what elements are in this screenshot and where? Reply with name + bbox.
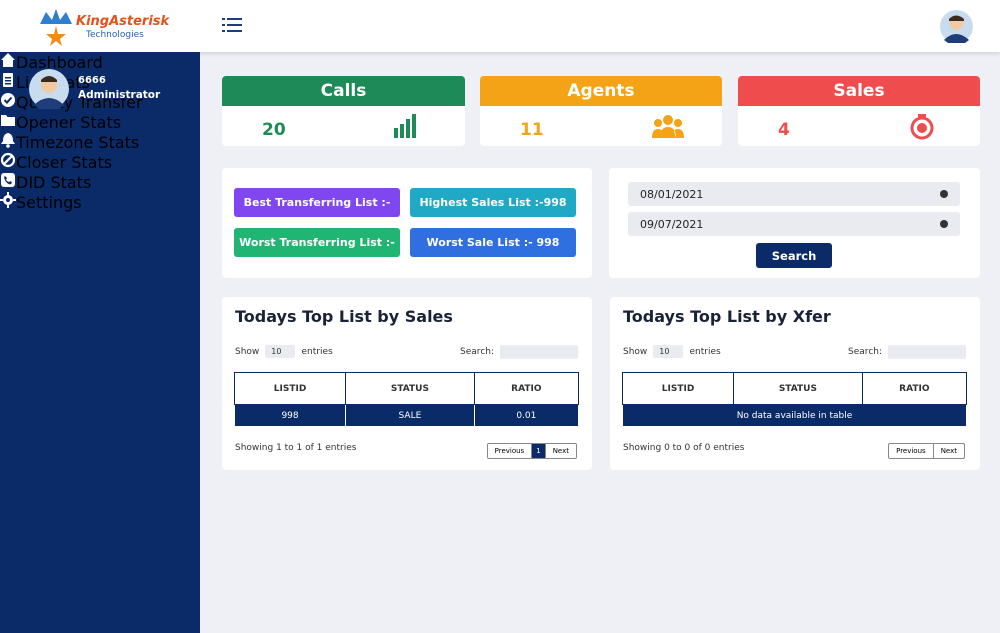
menu-label: DID Stats: [16, 173, 92, 192]
length-control: Show 10 entries: [623, 345, 721, 358]
menu-icon: [1, 115, 15, 126]
show-label: Show: [623, 346, 648, 357]
stat-title: Sales: [738, 76, 980, 106]
menu-icon: [0, 192, 16, 208]
length-control: Show 10 entries: [235, 345, 333, 358]
table-info: Showing 0 to 0 of 0 entries: [623, 443, 745, 453]
table-row: 998 SALE 0.01: [233, 404, 580, 427]
data-table: LISTID STATUS RATIO 998 SALE 0.01: [233, 372, 580, 427]
best-transferring-button[interactable]: Best Transferring List :-: [234, 188, 400, 217]
page-button[interactable]: Next: [940, 447, 957, 455]
stat-card: Calls 20: [222, 76, 465, 146]
menu-icon: [1, 173, 15, 187]
menu-label: Closer Stats: [16, 153, 113, 172]
table-title: Todays Top List by Sales: [235, 307, 453, 326]
pagination: Previous 1 Next: [486, 443, 577, 459]
stat-value: 4: [778, 120, 790, 140]
stat-icon: [910, 114, 934, 140]
pagination: Previous Next: [888, 443, 965, 459]
column-header[interactable]: RATIO: [473, 372, 580, 405]
column-header[interactable]: STATUS: [733, 372, 863, 405]
search-control: Search:: [460, 345, 578, 359]
column-header[interactable]: STATUS: [345, 372, 475, 405]
menu-label: Opener Stats: [16, 113, 122, 132]
table-title: Todays Top List by Xfer: [623, 307, 831, 326]
table-cell: 0.01: [473, 404, 580, 427]
menu-label: Settings: [16, 193, 82, 212]
menu-toggle[interactable]: [222, 17, 242, 33]
menu-label: Timezone Stats: [16, 133, 140, 152]
menu-item[interactable]: Opener Stats: [0, 112, 200, 132]
table-info: Showing 1 to 1 of 1 entries: [235, 443, 357, 453]
column-header[interactable]: LISTID: [233, 372, 347, 405]
menu-item[interactable]: DID Stats: [0, 172, 200, 192]
table-cell: 998: [233, 404, 347, 427]
date-from-text: 08/01/2021: [640, 187, 704, 201]
empty-message: No data available in table: [622, 404, 967, 427]
menu-item[interactable]: Dashboard: [0, 52, 200, 72]
entries-label: entries: [301, 346, 333, 357]
column-header[interactable]: RATIO: [861, 372, 968, 405]
logo-icon: [40, 9, 72, 46]
menu-icon: [1, 133, 15, 148]
menu-icon: [1, 93, 15, 107]
table-panel: Todays Top List by Xfer Show 10 entries Sear…: [610, 297, 980, 470]
table-cell: SALE: [345, 404, 475, 427]
menu-item[interactable]: Settings: [0, 192, 200, 212]
logo-subtitle: Technologies: [86, 30, 144, 40]
column-header[interactable]: LISTID: [621, 372, 735, 405]
sidebar-avatar: [29, 69, 69, 109]
search-input[interactable]: [888, 345, 966, 359]
menu-label: Dashboard: [16, 53, 103, 72]
user-id: 6666: [78, 75, 106, 86]
menu-icon: [1, 53, 15, 67]
search-input[interactable]: [500, 345, 578, 359]
stat-icon: [652, 115, 684, 138]
table-panel: Todays Top List by Sales Show 10 entries Sea…: [222, 297, 592, 470]
table-header-row: LISTID STATUS RATIO: [233, 372, 580, 405]
search-label: Search:: [460, 347, 494, 357]
search-control: Search:: [848, 345, 966, 359]
header: KingAsterisk Technologies: [0, 0, 1000, 52]
highest-sales-button[interactable]: Highest Sales List :-998: [410, 188, 576, 217]
menu-icon: [0, 152, 16, 168]
sidebar: 6666 Administrator Dashboard List Stats Qu…: [0, 52, 200, 633]
stat-title: Agents: [480, 76, 722, 106]
worst-sale-button[interactable]: Worst Sale List :- 998: [410, 228, 576, 257]
list-panel: Best Transferring List :- Highest Sales …: [222, 168, 592, 278]
stat-title: Calls: [222, 76, 465, 106]
user-avatar[interactable]: [940, 10, 973, 43]
stat-value: 11: [520, 120, 544, 140]
stat-card: Sales 4: [738, 76, 980, 146]
date-to-text: 09/07/2021: [640, 217, 704, 231]
menu-icon: [3, 73, 13, 87]
page-button[interactable]: 1: [532, 444, 546, 458]
stat-value: 20: [262, 120, 286, 140]
menu-item[interactable]: Timezone Stats: [0, 132, 200, 152]
page-button[interactable]: Previous: [488, 444, 533, 458]
show-label: Show: [235, 346, 260, 357]
page-button[interactable]: Next: [552, 447, 569, 455]
worst-transferring-button[interactable]: Worst Transferring List :-: [234, 228, 400, 257]
data-table: LISTID STATUS RATIO No data available in ta…: [621, 372, 968, 427]
date-panel: 08/01/2021 09/07/2021 Search: [609, 168, 980, 278]
table-row: No data available in table: [622, 404, 967, 427]
table-header-row: LISTID STATUS RATIO: [621, 372, 968, 405]
page-size-select[interactable]: 10: [653, 345, 684, 358]
date-from[interactable]: 08/01/2021: [628, 182, 960, 206]
stat-card: Agents 11: [480, 76, 722, 146]
user-role: Administrator: [78, 89, 161, 101]
stat-icon: [394, 114, 416, 138]
search-button[interactable]: Search: [756, 243, 832, 268]
menu-item[interactable]: Closer Stats: [0, 152, 200, 172]
page-size-select[interactable]: 10: [265, 345, 296, 358]
search-label: Search:: [848, 347, 882, 357]
page-button[interactable]: Previous: [889, 444, 934, 458]
date-to[interactable]: 09/07/2021: [628, 212, 960, 236]
logo-title: KingAsterisk: [76, 14, 170, 29]
entries-label: entries: [689, 346, 721, 357]
